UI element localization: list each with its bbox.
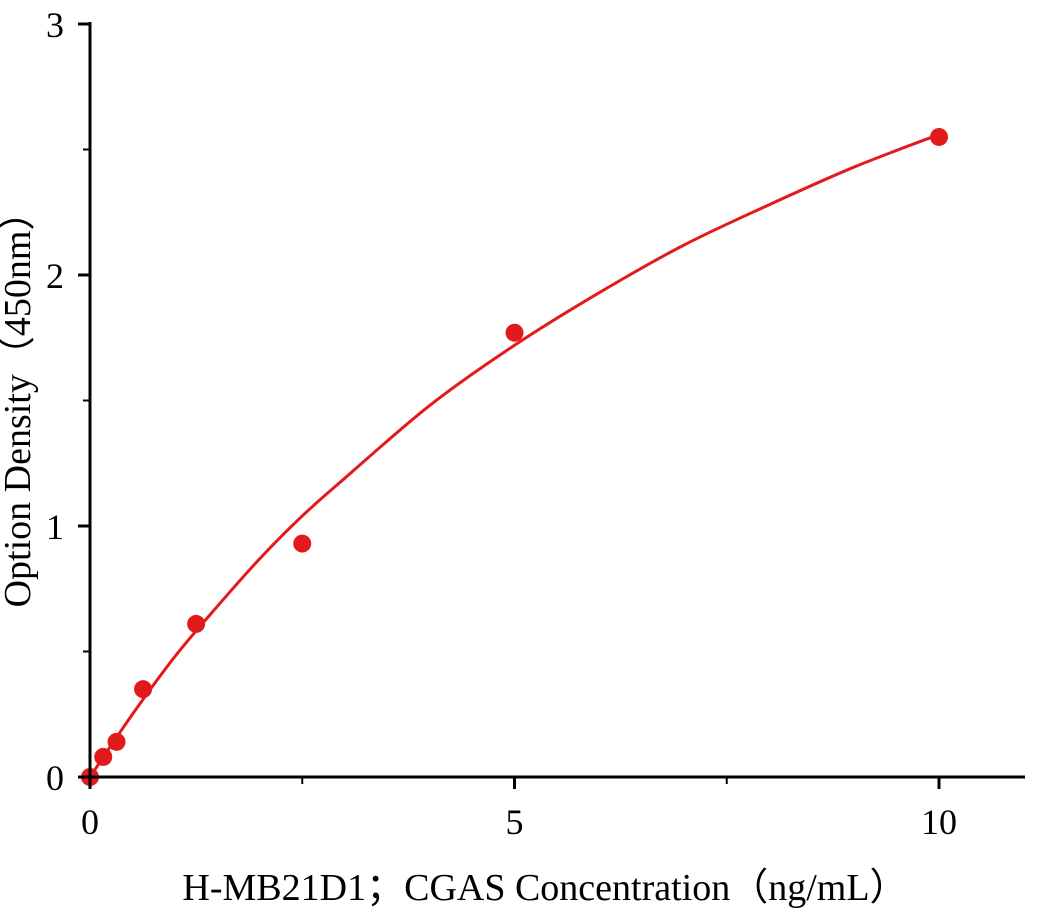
y-tick-label: 1 [46,507,64,547]
data-point [134,680,153,699]
y-axis-label: Option Density（450nm） [0,193,39,608]
x-tick-label: 10 [921,802,957,842]
y-tick-label: 3 [46,5,64,45]
y-tick-label: 2 [46,256,64,296]
x-axis-label: H-MB21D1；CGAS Concentration（ng/mL） [182,867,907,909]
x-tick-label: 0 [81,802,99,842]
data-point [94,747,113,766]
data-point [930,127,948,146]
x-tick-label: 5 [506,802,524,842]
data-point [293,534,312,553]
data-point [187,614,206,633]
fit-curve [88,133,940,778]
data-point [107,732,126,751]
y-tick-label: 0 [46,758,64,798]
data-point [505,323,524,342]
